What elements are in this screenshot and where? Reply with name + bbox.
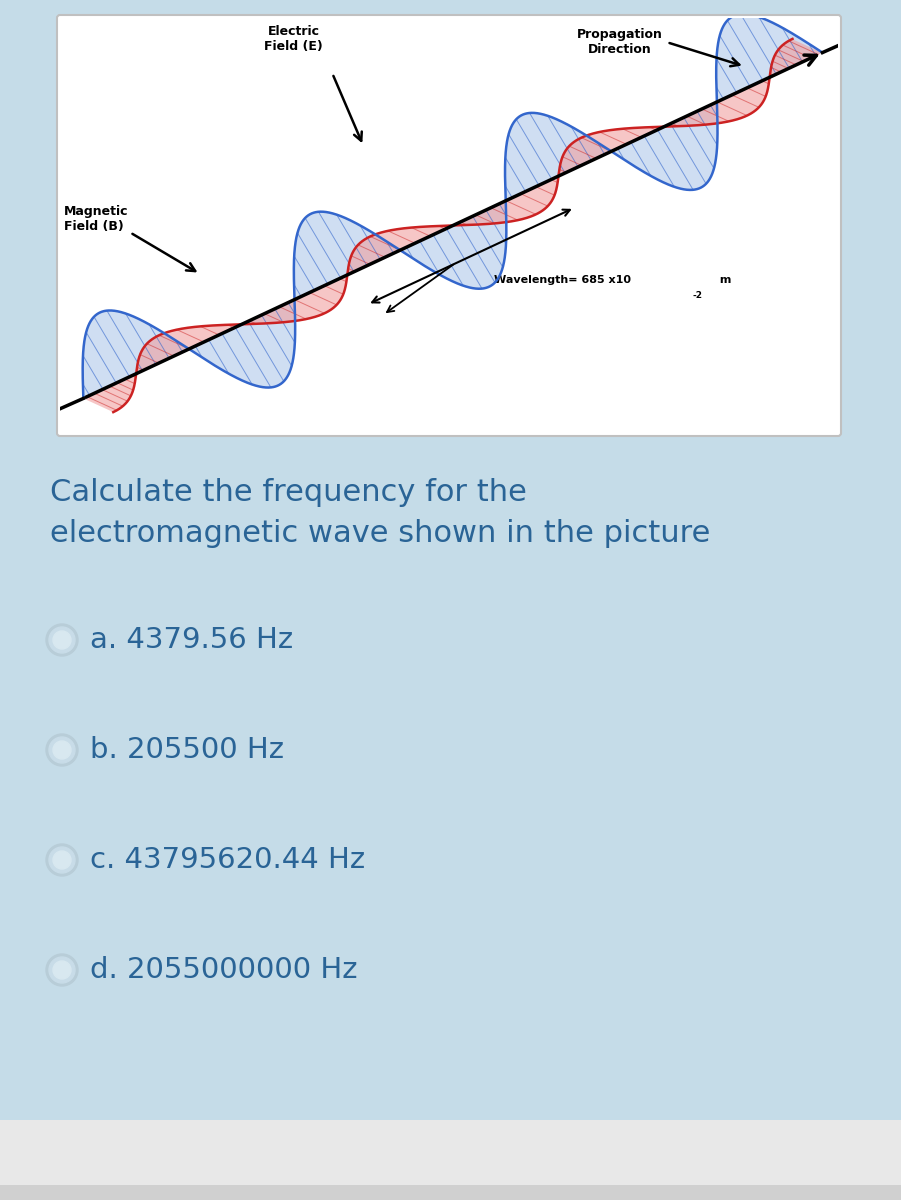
Circle shape	[53, 631, 71, 649]
Text: c. 43795620.44 Hz: c. 43795620.44 Hz	[90, 846, 365, 874]
FancyBboxPatch shape	[57, 14, 841, 436]
Circle shape	[46, 954, 78, 986]
Polygon shape	[347, 226, 452, 275]
Text: Magnetic
Field (B): Magnetic Field (B)	[64, 204, 128, 233]
Circle shape	[49, 737, 75, 763]
Polygon shape	[453, 176, 559, 226]
Bar	[0, 1186, 901, 1200]
Polygon shape	[136, 324, 241, 373]
Polygon shape	[294, 211, 400, 300]
Text: a. 4379.56 Hz: a. 4379.56 Hz	[90, 626, 293, 654]
Circle shape	[53, 961, 71, 979]
Polygon shape	[611, 102, 717, 190]
Polygon shape	[242, 275, 347, 324]
Circle shape	[46, 734, 78, 766]
Circle shape	[53, 740, 71, 758]
Circle shape	[49, 847, 75, 874]
Text: Electric
Field (E): Electric Field (E)	[264, 25, 323, 53]
Text: -2: -2	[693, 292, 703, 300]
Text: m: m	[716, 275, 732, 286]
Circle shape	[46, 624, 78, 656]
Polygon shape	[716, 14, 822, 102]
Text: d. 2055000000 Hz: d. 2055000000 Hz	[90, 956, 358, 984]
Polygon shape	[664, 77, 769, 127]
Polygon shape	[400, 200, 506, 289]
Text: Wavelength= 685 x10: Wavelength= 685 x10	[495, 275, 632, 286]
Polygon shape	[83, 374, 136, 412]
Polygon shape	[559, 127, 664, 176]
Circle shape	[49, 626, 75, 653]
Text: Calculate the frequency for the
electromagnetic wave shown in the picture: Calculate the frequency for the electrom…	[50, 478, 710, 547]
Text: Propagation
Direction: Propagation Direction	[578, 29, 663, 56]
Text: b. 205500 Hz: b. 205500 Hz	[90, 736, 284, 764]
Circle shape	[53, 851, 71, 869]
Bar	[0, 1120, 901, 1200]
Polygon shape	[83, 311, 188, 398]
Circle shape	[49, 958, 75, 983]
Polygon shape	[189, 300, 296, 388]
Polygon shape	[505, 113, 611, 200]
Circle shape	[46, 844, 78, 876]
Polygon shape	[769, 40, 822, 77]
